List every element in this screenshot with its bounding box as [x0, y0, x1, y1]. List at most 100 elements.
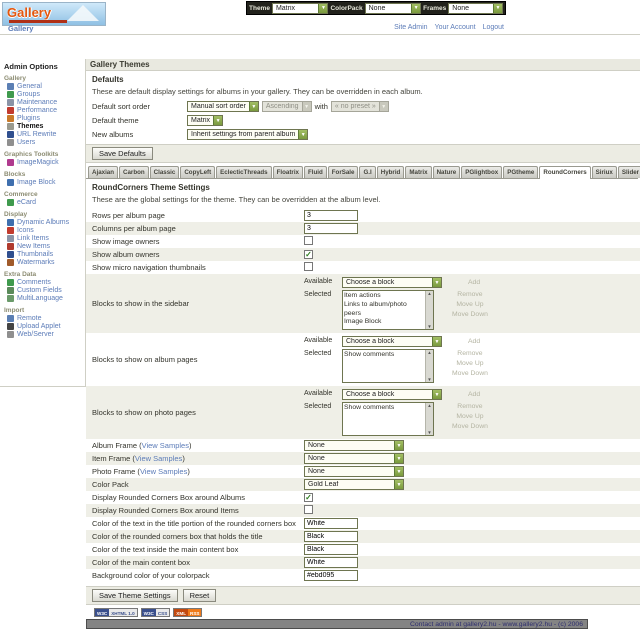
columns-per-album-page-input[interactable]	[304, 223, 358, 234]
frames-select[interactable]: None ▼	[448, 2, 504, 14]
w3c-xhtml-badge[interactable]: W3C XHTML 1.0	[94, 608, 138, 617]
view-samples-link[interactable]: View Samples	[139, 467, 188, 476]
add-block-button[interactable]: Add	[468, 391, 481, 398]
selected-block-item[interactable]: Item actions	[344, 292, 381, 299]
tab-pgtheme[interactable]: PGtheme	[503, 166, 539, 178]
sidebar-item-comments[interactable]: Comments	[4, 279, 81, 287]
selected-blocks-listbox[interactable]: Show comments ▲ ▼	[342, 402, 434, 436]
move-up-button[interactable]: Move Up	[456, 359, 484, 367]
sidebar-item-groups[interactable]: Groups	[4, 91, 81, 99]
theme-select[interactable]: Matrix ▼	[271, 2, 329, 14]
sidebar-item-upload-applet[interactable]: Upload Applet	[4, 323, 81, 331]
remove-button[interactable]: Remove	[457, 291, 483, 298]
move-up-button[interactable]: Move Up	[456, 300, 484, 308]
tab-floatrix[interactable]: Floatrix	[272, 166, 303, 178]
album-frame-select[interactable]: None ▼	[304, 440, 404, 451]
selected-block-item[interactable]: Show comments	[344, 404, 395, 411]
show-micro-navigation-thumbnails-checkbox[interactable]	[304, 262, 313, 271]
listbox-scrollbar[interactable]: ▲ ▼	[425, 403, 433, 435]
sidebar-item-users[interactable]: Users	[4, 139, 81, 147]
color-of-the-text-inside-the-main-content-box-input[interactable]	[304, 544, 358, 555]
selected-block-item[interactable]: Links to album/photo peers	[344, 300, 407, 317]
sidebar-item-link-items[interactable]: Link Items	[4, 235, 81, 243]
scroll-down-icon[interactable]: ▼	[427, 430, 432, 435]
tab-hybrid[interactable]: Hybrid	[376, 166, 405, 178]
reset-button[interactable]: Reset	[182, 589, 217, 602]
sort-preset-select[interactable]: « no preset » ▼	[330, 101, 389, 112]
sidebar-item-image-block[interactable]: Image Block	[4, 179, 81, 187]
show-album-owners-checkbox[interactable]: ✓	[304, 249, 313, 260]
scroll-up-icon[interactable]: ▲	[427, 350, 432, 355]
new-albums-select[interactable]: Inherit settings from parent album ▼	[187, 129, 309, 140]
show-image-owners-checkbox[interactable]	[304, 236, 313, 245]
listbox-scrollbar[interactable]: ▲ ▼	[425, 350, 433, 382]
header-link-logout[interactable]: Logout	[482, 24, 504, 31]
photo-frame-select[interactable]: None ▼	[304, 466, 404, 477]
tab-roundcorners[interactable]: RoundCorners	[539, 166, 591, 179]
sidebar-item-web-server[interactable]: Web/Server	[4, 331, 81, 339]
tab-fluid[interactable]: Fluid	[303, 166, 327, 178]
selected-blocks-listbox[interactable]: Item actions Links to album/photo peers Im…	[342, 290, 434, 330]
scroll-down-icon[interactable]: ▼	[427, 324, 432, 329]
gallery-logo[interactable]: Gallery	[2, 2, 106, 26]
breadcrumb[interactable]: Gallery	[8, 24, 34, 33]
tab-pglightbox[interactable]: PGlightbox	[461, 166, 503, 178]
sidebar-item-themes[interactable]: Themes	[4, 123, 81, 131]
tab-nature[interactable]: Nature	[432, 166, 461, 178]
tab-forsale[interactable]: ForSale	[327, 166, 359, 178]
tab-classic[interactable]: Classic	[149, 166, 180, 178]
color-of-the-rounded-corners-box-that-holds-the-title-input[interactable]	[304, 531, 358, 542]
sidebar-item-dynamic-albums[interactable]: Dynamic Albums	[4, 219, 81, 227]
sidebar-item-icons[interactable]: Icons	[4, 227, 81, 235]
tab-ajaxian[interactable]: Ajaxian	[88, 166, 119, 178]
item-frame-select[interactable]: None ▼	[304, 453, 404, 464]
sidebar-item-remote[interactable]: Remote	[4, 315, 81, 323]
tab-eclecticthreads[interactable]: EclecticThreads	[216, 166, 272, 178]
sidebar-item-ecard[interactable]: eCard	[4, 199, 81, 207]
remove-button[interactable]: Remove	[457, 350, 483, 357]
view-samples-link[interactable]: View Samples	[134, 454, 183, 463]
selected-blocks-listbox[interactable]: Show comments ▲ ▼	[342, 349, 434, 383]
remove-button[interactable]: Remove	[457, 403, 483, 410]
move-up-button[interactable]: Move Up	[456, 412, 484, 420]
default-theme-select[interactable]: Matrix ▼	[187, 115, 224, 126]
move-down-button[interactable]: Move Down	[452, 310, 488, 318]
footer-contact-text[interactable]: Contact admin at gallery2.hu - www.galle…	[409, 621, 583, 628]
move-down-button[interactable]: Move Down	[452, 422, 488, 430]
choose-block-select[interactable]: Choose a block ▼	[342, 336, 442, 347]
sidebar-item-imagemagick[interactable]: ImageMagick	[4, 159, 81, 167]
choose-block-select[interactable]: Choose a block ▼	[342, 277, 442, 288]
header-link-site-admin[interactable]: Site Admin	[394, 24, 428, 31]
color-pack-select[interactable]: Gold Leaf ▼	[304, 479, 404, 490]
tab-slider[interactable]: Slider	[617, 166, 640, 178]
selected-block-item[interactable]: Image Block	[344, 318, 382, 326]
tab-copyleft[interactable]: CopyLeft	[180, 166, 216, 178]
color-of-the-main-content-box-input[interactable]	[304, 557, 358, 568]
choose-block-select[interactable]: Choose a block ▼	[342, 389, 442, 400]
tab-siriux[interactable]: Siriux	[591, 166, 617, 178]
selected-block-item[interactable]: Show comments	[344, 351, 395, 358]
tab-carbon[interactable]: Carbon	[119, 166, 149, 178]
scroll-down-icon[interactable]: ▼	[427, 377, 432, 382]
sort-direction-select[interactable]: Ascending ▼	[261, 101, 312, 112]
save-defaults-button[interactable]: Save Defaults	[92, 147, 153, 160]
save-theme-settings-button[interactable]: Save Theme Settings	[92, 589, 178, 602]
display-rounded-corners-box-around-albums-checkbox[interactable]: ✓	[304, 492, 313, 503]
sidebar-item-performance[interactable]: Performance	[4, 107, 81, 115]
sidebar-item-plugins[interactable]: Plugins	[4, 115, 81, 123]
sidebar-item-thumbnails[interactable]: Thumbnails	[4, 251, 81, 259]
listbox-scrollbar[interactable]: ▲ ▼	[425, 291, 433, 329]
tab-g-i[interactable]: G.I	[359, 166, 376, 178]
w3c-css-badge[interactable]: W3C CSS	[140, 608, 171, 617]
sidebar-item-custom-fields[interactable]: Custom Fields	[4, 287, 81, 295]
sidebar-item-url-rewrite[interactable]: URL Rewrite	[4, 131, 81, 139]
add-block-button[interactable]: Add	[468, 338, 481, 345]
sidebar-item-maintenance[interactable]: Maintenance	[4, 99, 81, 107]
rss-badge[interactable]: XML RSS	[173, 608, 203, 617]
scroll-up-icon[interactable]: ▲	[427, 403, 432, 408]
colorpack-select[interactable]: None ▼	[364, 2, 422, 14]
header-link-your-account[interactable]: Your Account	[434, 24, 476, 31]
display-rounded-corners-box-around-items-checkbox[interactable]	[304, 505, 313, 514]
sidebar-item-watermarks[interactable]: Watermarks	[4, 259, 81, 267]
tab-matrix[interactable]: Matrix	[405, 166, 432, 178]
